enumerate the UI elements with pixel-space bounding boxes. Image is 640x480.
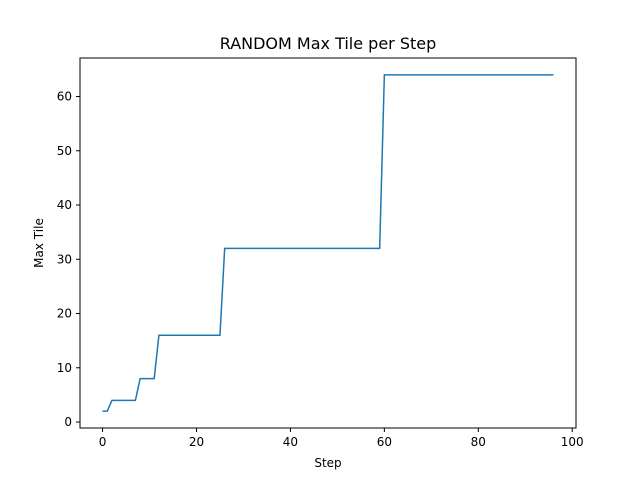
chart-title: RANDOM Max Tile per Step xyxy=(220,34,437,53)
series-line-max-tile xyxy=(102,74,554,412)
plot-area-frame xyxy=(79,57,577,429)
y-tick-label: 40 xyxy=(57,198,72,212)
y-tick-label: 30 xyxy=(57,252,72,266)
y-tick-label: 60 xyxy=(57,90,72,104)
x-tick-label: 80 xyxy=(471,435,486,449)
y-axis-label: Max Tile xyxy=(32,218,46,268)
x-axis-label: Step xyxy=(314,456,341,470)
y-tick-label: 0 xyxy=(64,415,72,429)
x-tick-label: 100 xyxy=(561,435,584,449)
y-axis-ticks: 0 10 20 30 40 50 60 xyxy=(57,90,80,429)
x-tick-label: 40 xyxy=(283,435,298,449)
y-tick-label: 50 xyxy=(57,144,72,158)
x-axis-ticks: 0 20 40 60 80 100 xyxy=(99,428,584,449)
series-layer xyxy=(102,74,554,412)
y-tick-label: 20 xyxy=(57,307,72,321)
y-tick-label: 10 xyxy=(57,361,72,375)
x-tick-label: 20 xyxy=(189,435,204,449)
x-tick-label: 60 xyxy=(377,435,392,449)
x-tick-label: 0 xyxy=(99,435,107,449)
